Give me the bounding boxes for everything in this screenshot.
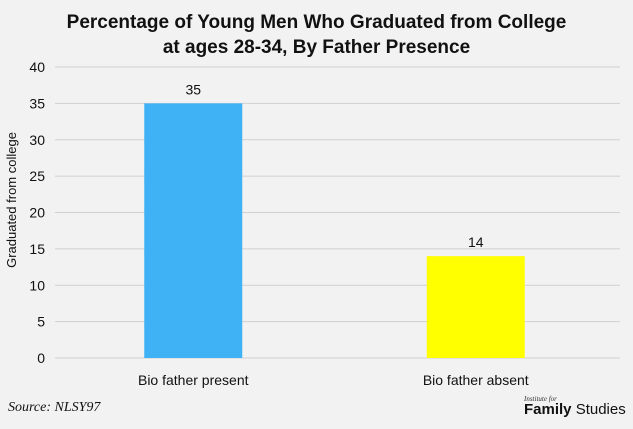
y-tick-label: 5 — [37, 314, 45, 330]
bar — [426, 256, 525, 358]
y-tick-label: 40 — [29, 59, 45, 75]
logo-word-studies: Studies — [575, 401, 626, 418]
y-tick-label: 10 — [29, 277, 45, 293]
data-label: 35 — [185, 81, 201, 97]
logo-word-family: Family — [524, 401, 572, 418]
chart-title-line-1: Percentage of Young Men Who Graduated fr… — [66, 12, 567, 33]
y-axis-label: Graduated from college — [4, 132, 19, 268]
chart-title: Percentage of Young Men Who Graduated fr… — [0, 10, 633, 60]
data-labels: 35 14 — [185, 81, 483, 250]
chart-title-line-2: at ages 28-34, By Father Presence — [162, 37, 471, 58]
source-note: Source: NLSY97 — [8, 400, 101, 415]
gridlines — [55, 66, 620, 359]
y-tick-label: 20 — [29, 205, 45, 221]
y-tick-label: 30 — [29, 132, 45, 148]
y-axis-tick-labels: 0 5 10 15 20 25 30 35 40 — [29, 59, 45, 366]
x-axis-tick-labels: Bio father present Bio father absent — [138, 372, 529, 388]
x-tick-label: Bio father present — [138, 372, 249, 388]
bars — [144, 103, 525, 358]
logo-small-text: Institute for — [524, 395, 557, 403]
y-tick-label: 15 — [29, 241, 45, 257]
x-tick-label: Bio father absent — [423, 372, 529, 388]
institute-logo: Institute for Family Studies — [498, 395, 626, 423]
bar — [144, 103, 243, 358]
logo-main-text: Family Studies — [524, 401, 626, 418]
y-tick-label: 0 — [37, 350, 45, 366]
y-tick-label: 25 — [29, 168, 45, 184]
data-label: 14 — [468, 234, 484, 250]
y-tick-label: 35 — [29, 95, 45, 111]
